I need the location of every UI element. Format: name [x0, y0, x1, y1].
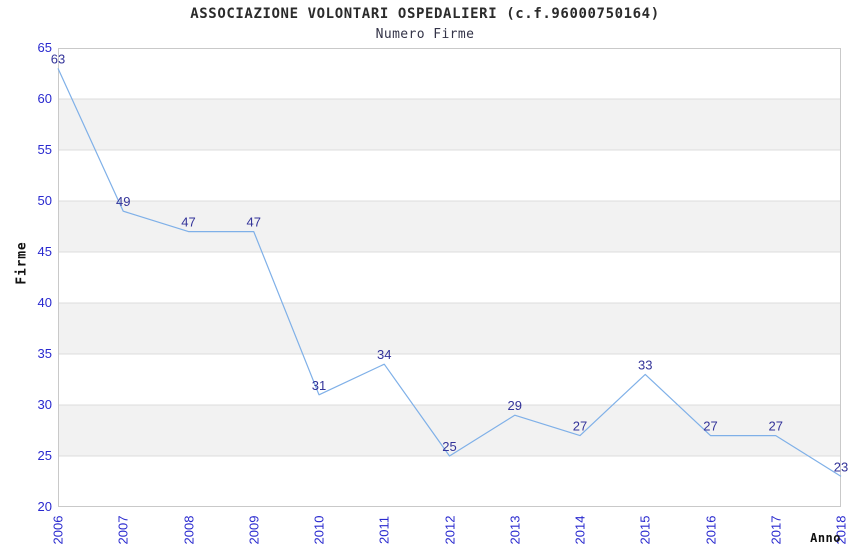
point-label: 27 — [703, 419, 717, 434]
grid-band — [58, 354, 841, 405]
y-tick-label: 20 — [37, 499, 52, 514]
grid-band — [58, 99, 841, 150]
line-chart-svg: 63 49 47 47 31 34 25 29 27 33 27 27 23 — [51, 48, 848, 507]
point-label: 33 — [638, 357, 652, 372]
y-tick-label: 45 — [37, 244, 52, 259]
x-tick-label-text: 2013 — [507, 515, 523, 545]
x-tick-label-text: 2015 — [637, 515, 653, 545]
y-tick-label: 30 — [37, 397, 52, 412]
point-label: 25 — [442, 439, 456, 454]
y-tick-label: 55 — [37, 142, 52, 157]
y-tick-label: 50 — [37, 193, 52, 208]
grid-band — [58, 150, 841, 201]
point-label: 47 — [247, 215, 261, 230]
point-label: 31 — [312, 378, 326, 393]
data-line — [57, 68, 842, 477]
x-tick-label-text: 2011 — [376, 516, 392, 544]
point-label: 27 — [573, 419, 587, 434]
point-label: 34 — [377, 347, 391, 362]
chart-subtitle: Numero Firme — [375, 27, 475, 42]
y-tick-label: 40 — [37, 295, 52, 310]
grid-band — [58, 303, 841, 354]
x-axis-title: Anno — [810, 531, 841, 545]
chart-title: ASSOCIAZIONE VOLONTARI OSPEDALIERI (c.f.… — [190, 6, 660, 22]
y-tick-label: 25 — [37, 448, 52, 463]
point-label: 47 — [181, 215, 195, 230]
grid-band — [58, 48, 841, 99]
x-tick-label-text: 2010 — [311, 515, 327, 545]
grid-band — [58, 201, 841, 252]
y-tick-label: 65 — [37, 40, 52, 55]
plot-area: 63 49 47 47 31 34 25 29 27 33 27 27 23 — [51, 48, 848, 507]
grid-band — [58, 405, 841, 456]
plot-border — [58, 48, 841, 507]
point-label: 63 — [51, 51, 65, 66]
x-tick-label-text: 2017 — [768, 515, 784, 545]
y-tick-label: 60 — [37, 91, 52, 106]
y-tick-label: 35 — [37, 346, 52, 361]
point-label: 23 — [834, 459, 848, 474]
point-label: 27 — [769, 419, 783, 434]
grid-band — [58, 456, 841, 507]
grid-band — [58, 252, 841, 303]
x-tick-label-text: 2016 — [703, 515, 718, 545]
x-tick-label-text: 2006 — [50, 515, 66, 545]
x-tick-label-text: 2009 — [246, 515, 262, 545]
x-tick-label-text: 2007 — [115, 515, 131, 545]
point-label: 49 — [116, 194, 130, 209]
point-label: 29 — [508, 398, 522, 413]
x-tick-label-text: 2008 — [181, 515, 196, 545]
x-tick-label-text: 2012 — [442, 515, 457, 545]
x-tick-label-text: 2014 — [572, 515, 588, 545]
